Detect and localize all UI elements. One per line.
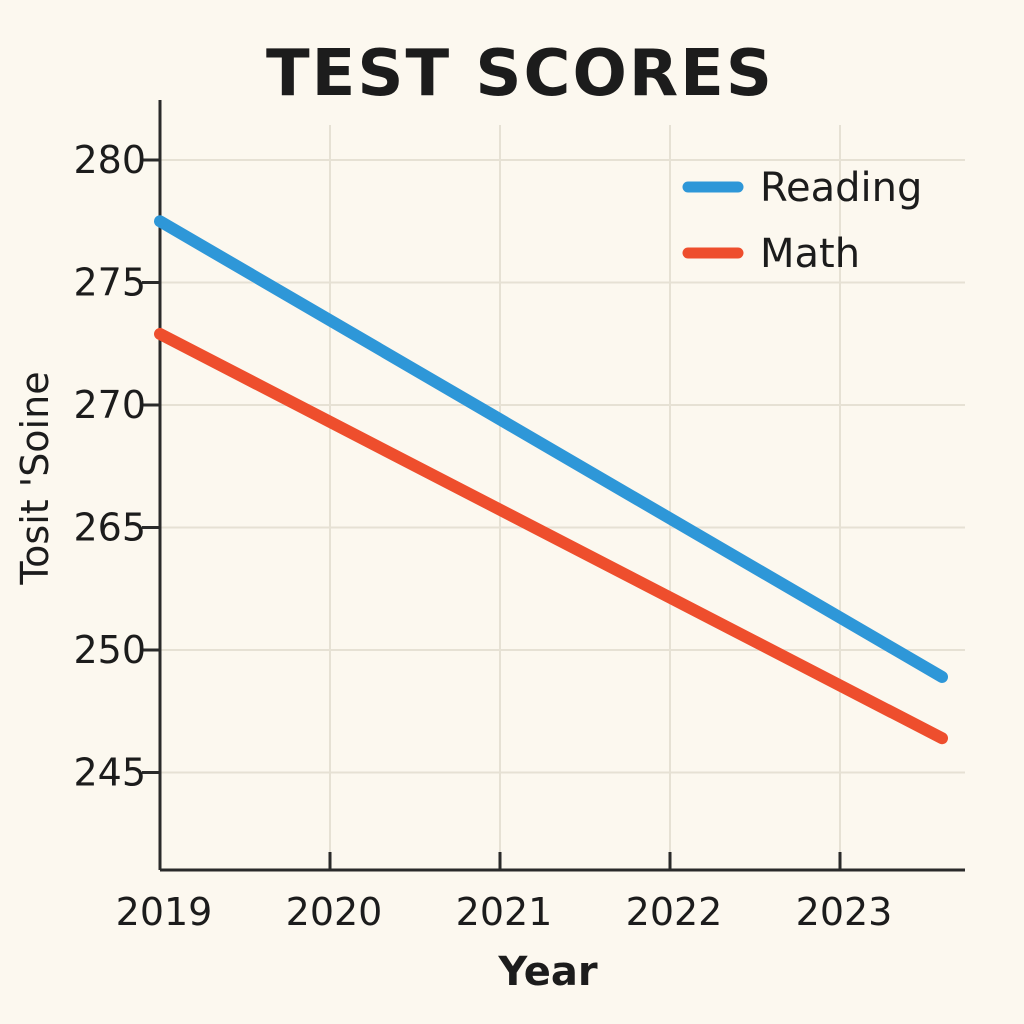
y-tick-label: 245 xyxy=(73,751,146,795)
x-tick-label: 2019 xyxy=(116,890,213,934)
legend: Reading Math xyxy=(682,165,922,277)
y-tick-label: 275 xyxy=(73,261,146,305)
y-axis-label: Tosit 'Soine xyxy=(13,371,57,585)
y-tick-label: 265 xyxy=(73,506,146,550)
legend-label-math: Math xyxy=(760,231,860,277)
legend-label-reading: Reading xyxy=(760,165,922,211)
y-tick-labels: 280 275 270 265 250 245 xyxy=(73,138,146,795)
x-tick-label: 2022 xyxy=(626,890,723,934)
y-tick-label: 250 xyxy=(73,628,146,672)
y-tick-label: 280 xyxy=(73,138,146,182)
series-line-reading xyxy=(154,215,948,683)
x-tick-labels: 2019 2020 2021 2022 2023 xyxy=(116,890,893,934)
x-tick-label: 2021 xyxy=(456,890,553,934)
x-tick-label: 2023 xyxy=(796,890,893,934)
x-tick-label: 2020 xyxy=(286,890,383,934)
series-line-math xyxy=(154,327,948,745)
y-tick-label: 270 xyxy=(73,383,146,427)
chart-title: TEST SCORES xyxy=(266,37,774,111)
axes xyxy=(142,100,965,872)
x-axis-label: Year xyxy=(497,949,597,995)
series-lines xyxy=(154,215,948,745)
